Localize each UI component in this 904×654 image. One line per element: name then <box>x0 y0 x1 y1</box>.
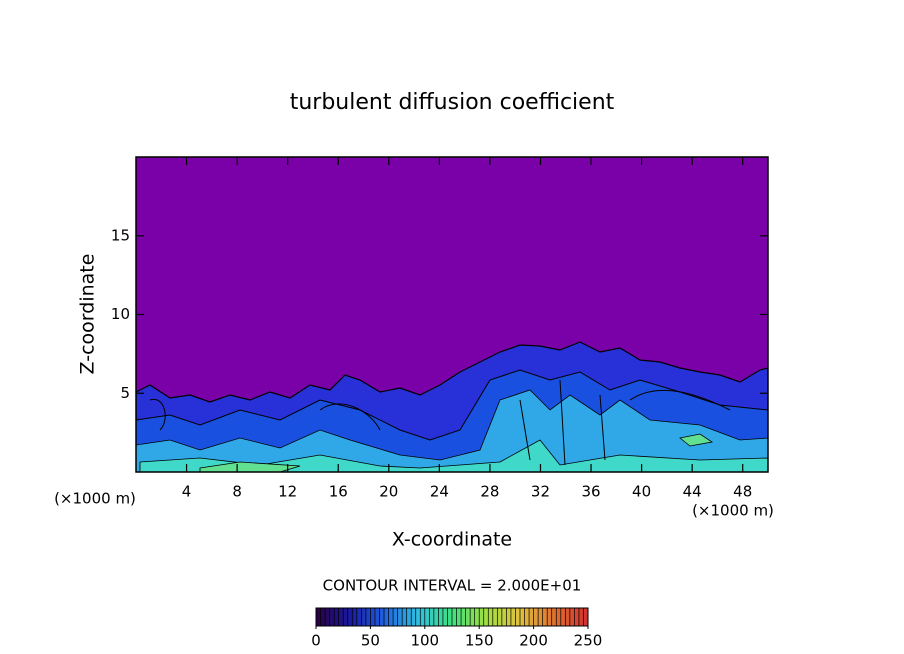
y-axis-label: Z-coordinate <box>77 254 99 375</box>
x-tick-label: 4 <box>182 483 192 501</box>
x-tick-label: 12 <box>278 483 297 501</box>
x-tick-label: 16 <box>329 483 348 501</box>
x-tick-label: 32 <box>531 483 550 501</box>
y-unit-label: (×1000 m) <box>54 490 136 508</box>
colorbar-tick-label: 50 <box>361 632 380 650</box>
x-tick-label: 20 <box>379 483 398 501</box>
x-unit-label: (×1000 m) <box>692 502 774 520</box>
x-tick-label: 28 <box>480 483 499 501</box>
x-tick-label: 44 <box>683 483 702 501</box>
x-axis-label: X-coordinate <box>392 529 512 551</box>
y-tick-label: 10 <box>111 305 130 323</box>
chart-title: turbulent diffusion coefficient <box>290 90 615 115</box>
x-tick-label: 48 <box>733 483 752 501</box>
x-tick-label: 8 <box>232 483 242 501</box>
y-tick-label: 15 <box>111 226 130 244</box>
colorbar-tick-label: 100 <box>410 632 439 650</box>
x-tick-label: 40 <box>632 483 651 501</box>
contour-field <box>136 157 768 472</box>
colorbar-title: CONTOUR INTERVAL = 2.000E+01 <box>323 577 582 595</box>
x-tick-label: 36 <box>581 483 600 501</box>
x-tick-label: 24 <box>430 483 449 501</box>
colorbar-tick-label: 150 <box>465 632 494 650</box>
y-tick-label: 5 <box>120 384 130 402</box>
colorbar-tick-label: 250 <box>574 632 603 650</box>
colorbar-tick-label: 0 <box>311 632 321 650</box>
colorbar-tick-label: 200 <box>519 632 548 650</box>
